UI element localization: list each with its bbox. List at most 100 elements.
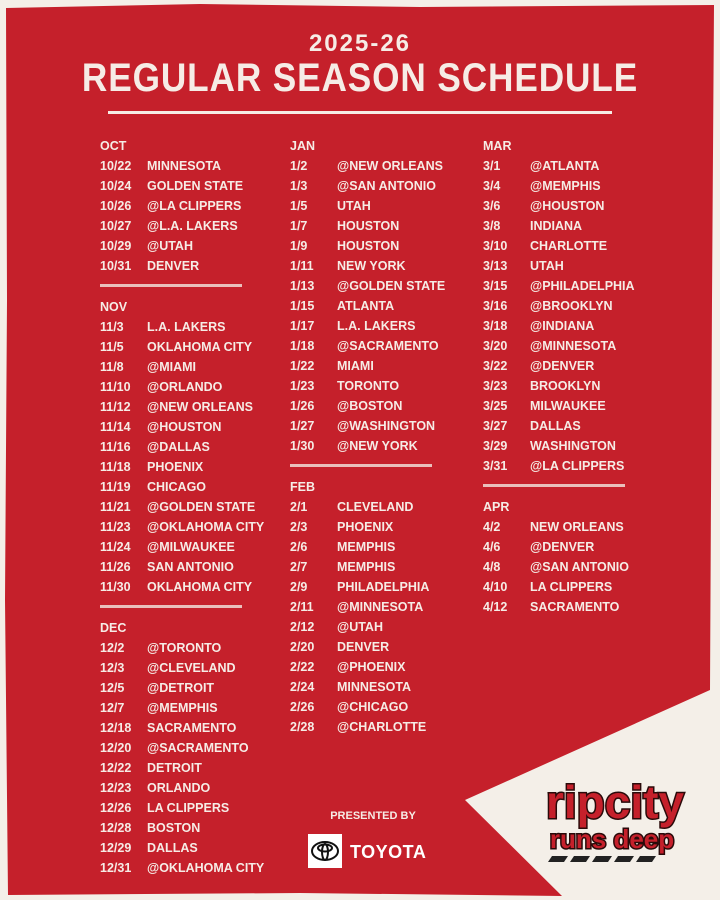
month-header: MAR [483, 139, 512, 153]
game-row: 3/18 @INDIANA [483, 316, 673, 336]
game-date: 11/23 [100, 520, 131, 534]
game-opponent: @UTAH [337, 620, 383, 634]
game-opponent: DENVER [337, 640, 390, 654]
month-header: FEB [290, 480, 315, 494]
game-date: 2/3 [290, 520, 308, 534]
game-date: 12/29 [100, 841, 132, 855]
game-opponent: @HOUSTON [530, 199, 605, 213]
game-date: 12/3 [100, 661, 125, 675]
game-date: 1/23 [290, 379, 315, 393]
game-row: 1/27 @WASHINGTON [290, 416, 480, 436]
game-date: 11/26 [100, 560, 131, 574]
game-row: 3/29 WASHINGTON [483, 436, 673, 456]
game-date: 3/1 [483, 159, 501, 173]
game-opponent: @DENVER [530, 540, 595, 554]
game-date: 11/12 [100, 400, 131, 414]
game-opponent: MILWAUKEE [530, 399, 606, 413]
red-paper [5, 4, 714, 896]
game-opponent: SACRAMENTO [530, 600, 620, 614]
game-opponent: @BROOKLYN [530, 299, 613, 313]
month-section: OCT 10/22 MINNESOTA 10/24 GOLDEN STATE 10/26 @… [100, 136, 290, 276]
game-row: 2/11 @MINNESOTA [290, 597, 480, 617]
game-row: 3/4 @MEMPHIS [483, 176, 673, 196]
game-row: 12/20 @SACRAMENTO [100, 738, 290, 758]
game-row: 3/13 UTAH [483, 256, 673, 276]
game-row: 12/22 DETROIT [100, 758, 290, 778]
game-opponent: @BOSTON [337, 399, 403, 413]
game-row: 11/24 @MILWAUKEE [100, 537, 290, 557]
game-date: 3/16 [483, 299, 508, 313]
game-row: 10/29 @UTAH [100, 236, 290, 256]
game-opponent: @UTAH [147, 239, 193, 253]
game-date: 11/8 [100, 360, 124, 374]
game-opponent: @CHICAGO [337, 700, 409, 714]
game-row: 1/23 TORONTO [290, 376, 480, 396]
game-date: 4/12 [483, 600, 508, 614]
game-opponent: WASHINGTON [530, 439, 616, 453]
game-date: 3/31 [483, 459, 508, 473]
game-row: 10/22 MINNESOTA [100, 156, 290, 176]
game-opponent: @ATLANTA [530, 159, 600, 173]
ripcity-logo: ripcity runs deep [544, 775, 686, 862]
game-row: 3/8 INDIANA [483, 216, 673, 236]
game-opponent: @SAN ANTONIO [530, 560, 629, 574]
game-opponent: DENVER [147, 259, 200, 273]
game-date: 3/8 [483, 219, 501, 233]
game-row: 12/18 SACRAMENTO [100, 718, 290, 738]
game-row: 1/22 MIAMI [290, 356, 480, 376]
game-date: 2/11 [290, 600, 314, 614]
game-row: 2/24 MINNESOTA [290, 677, 480, 697]
month-divider [100, 284, 242, 287]
game-date: 3/18 [483, 319, 508, 333]
game-row: 1/7 HOUSTON [290, 216, 480, 236]
game-row: 3/25 MILWAUKEE [483, 396, 673, 416]
game-opponent: SAN ANTONIO [147, 560, 234, 574]
game-opponent: L.A. LAKERS [337, 319, 416, 333]
game-row: 1/18 @SACRAMENTO [290, 336, 480, 356]
game-row: 1/11 NEW YORK [290, 256, 480, 276]
game-row: 11/16 @DALLAS [100, 437, 290, 457]
month-divider [100, 605, 242, 608]
schedule-column: OCT 10/22 MINNESOTA 10/24 GOLDEN STATE 10/26 @… [100, 136, 290, 882]
logo-line1: ripcity [546, 776, 684, 828]
sponsor-name: TOYOTA [350, 842, 427, 862]
game-date: 12/31 [100, 861, 132, 875]
game-date: 1/7 [290, 219, 308, 233]
game-opponent: OKLAHOMA CITY [147, 580, 253, 594]
game-opponent: PHILADELPHIA [337, 580, 430, 594]
game-date: 3/20 [483, 339, 508, 353]
game-row: 11/12 @NEW ORLEANS [100, 397, 290, 417]
game-date: 12/18 [100, 721, 132, 735]
game-row: 3/6 @HOUSTON [483, 196, 673, 216]
game-opponent: DETROIT [147, 761, 202, 775]
game-date: 1/2 [290, 159, 308, 173]
game-opponent: MINNESOTA [147, 159, 222, 173]
month-divider [290, 464, 432, 467]
game-row: 12/31 @OKLAHOMA CITY [100, 858, 290, 878]
game-date: 1/22 [290, 359, 315, 373]
month-section: FEB 2/1 CLEVELAND 2/3 PHOENIX 2/6 MEMPHIS 2/7 ME… [290, 477, 480, 737]
month-section: NOV 11/3 L.A. LAKERS 11/5 OKLAHOMA CITY 11/8 @… [100, 297, 290, 597]
game-row: 12/23 ORLANDO [100, 778, 290, 798]
game-date: 12/22 [100, 761, 132, 775]
game-opponent: INDIANA [530, 219, 583, 233]
game-opponent: MEMPHIS [337, 540, 396, 554]
game-date: 11/14 [100, 420, 131, 434]
game-opponent: @NEW ORLEANS [337, 159, 443, 173]
game-date: 3/10 [483, 239, 508, 253]
game-date: 4/2 [483, 520, 501, 534]
game-opponent: @SACRAMENTO [337, 339, 439, 353]
game-opponent: @SAN ANTONIO [337, 179, 436, 193]
game-row: 4/2 NEW ORLEANS [483, 517, 673, 537]
game-opponent: BOSTON [147, 821, 201, 835]
month-section: DEC 12/2 @TORONTO 12/3 @CLEVELAND 12/5 @DETROI… [100, 618, 290, 878]
game-row: 1/9 HOUSTON [290, 236, 480, 256]
game-row: 1/30 @NEW YORK [290, 436, 480, 456]
game-date: 1/15 [290, 299, 315, 313]
game-row: 3/23 BROOKLYN [483, 376, 673, 396]
game-opponent: LA CLIPPERS [530, 580, 613, 594]
game-opponent: L.A. LAKERS [147, 320, 226, 334]
game-date: 12/2 [100, 641, 125, 655]
game-opponent: @PHILADELPHIA [530, 279, 635, 293]
